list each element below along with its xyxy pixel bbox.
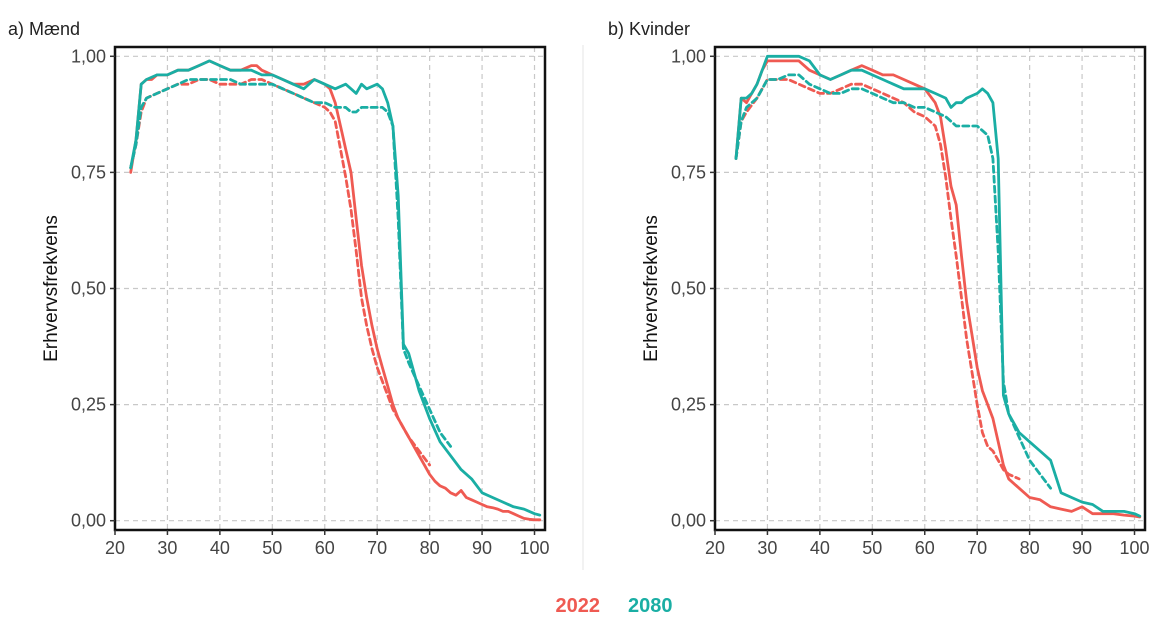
x-tick-label: 50: [262, 538, 282, 558]
legend-2022: 2022: [556, 595, 601, 617]
x-tick-label: 30: [157, 538, 177, 558]
series-2080-solid: [129, 59, 542, 517]
series-2022-dashed: [734, 78, 1021, 481]
x-tick-label: 70: [367, 538, 387, 558]
series-2022-solid: [734, 59, 1142, 519]
x-tick-label: 20: [705, 538, 725, 558]
y-axis-label: Erhvervsfrekvens: [41, 215, 62, 362]
y-tick-label: 0,25: [671, 395, 706, 415]
x-tick-label: 90: [1072, 538, 1092, 558]
y-tick-label: 0,25: [71, 395, 106, 415]
panel-title: b) Kvinder: [608, 19, 690, 39]
x-tick-label: 100: [1119, 538, 1149, 558]
legend-2080: 2080: [628, 595, 673, 617]
y-tick-label: 1,00: [671, 46, 706, 66]
y-axis-label: Erhvervsfrekvens: [641, 215, 662, 362]
series-2080-solid: [734, 54, 1142, 518]
x-tick-label: 60: [315, 538, 335, 558]
x-tick-label: 100: [519, 538, 549, 558]
x-tick-label: 90: [472, 538, 492, 558]
series-2022-dashed: [129, 78, 432, 467]
legend: 2022 2080: [556, 595, 673, 617]
x-tick-label: 40: [210, 538, 230, 558]
series-2022-solid: [129, 59, 542, 522]
x-tick-label: 50: [862, 538, 882, 558]
y-tick-label: 0,50: [671, 279, 706, 299]
y-tick-label: 0,00: [671, 511, 706, 531]
x-tick-label: 80: [420, 538, 440, 558]
x-tick-label: 40: [810, 538, 830, 558]
y-tick-label: 0,75: [71, 162, 106, 182]
y-tick-label: 1,00: [71, 46, 106, 66]
series-2080-dashed: [129, 78, 453, 448]
panel-women: b) Kvinder 20 30 40 50 60 70 80 90 100 0,00 0,25 0,5…: [608, 19, 1150, 558]
y-tick-label: 0,50: [71, 279, 106, 299]
series-2080-dashed: [734, 73, 1052, 490]
x-tick-label: 20: [105, 538, 125, 558]
x-tick-label: 70: [967, 538, 987, 558]
y-tick-label: 0,75: [671, 162, 706, 182]
x-tick-label: 30: [757, 538, 777, 558]
x-tick-label: 80: [1020, 538, 1040, 558]
panel-men: a) Mænd 20 30 40 50 60 70 80 90 100 0,00 0,25 0,50 0,…: [8, 19, 550, 558]
y-tick-label: 0,00: [71, 511, 106, 531]
x-tick-label: 60: [915, 538, 935, 558]
panel-title: a) Mænd: [8, 19, 80, 39]
